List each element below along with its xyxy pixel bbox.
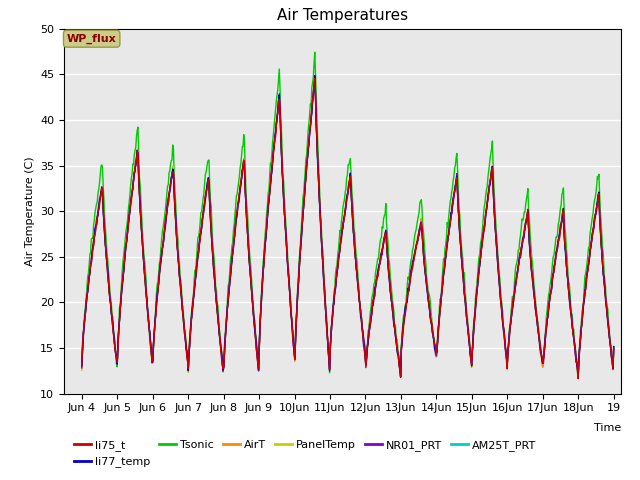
Y-axis label: Air Temperature (C): Air Temperature (C) — [24, 156, 35, 266]
Title: Air Temperatures: Air Temperatures — [277, 9, 408, 24]
Legend: li75_t, li77_temp, Tsonic, AirT, PanelTemp, NR01_PRT, AM25T_PRT: li75_t, li77_temp, Tsonic, AirT, PanelTe… — [70, 436, 541, 472]
Text: Time: Time — [593, 423, 621, 433]
Text: WP_flux: WP_flux — [67, 34, 116, 44]
